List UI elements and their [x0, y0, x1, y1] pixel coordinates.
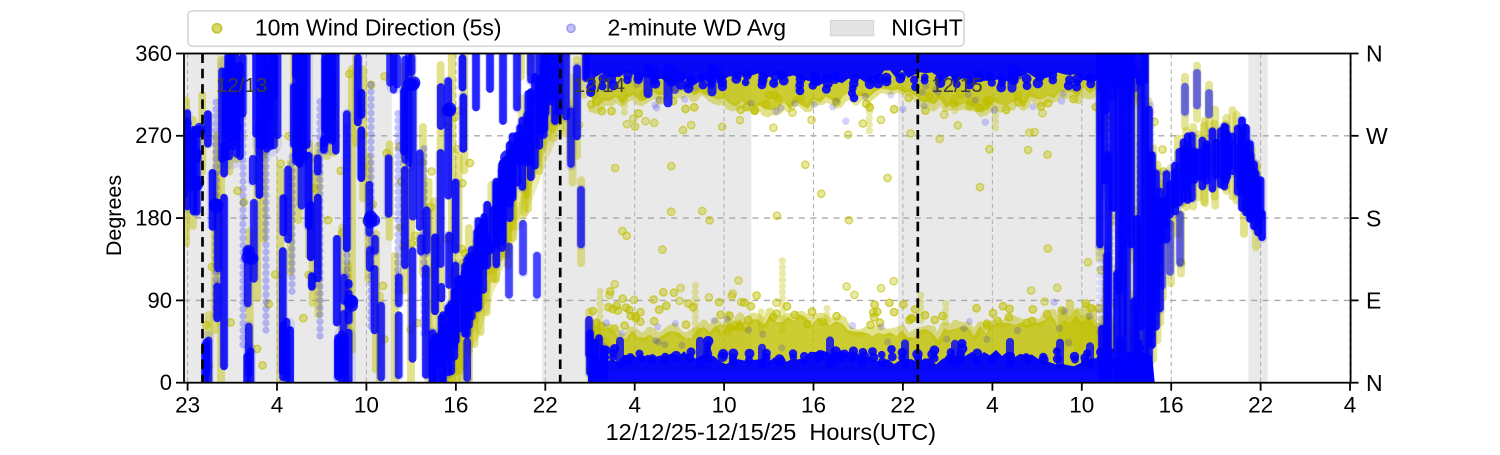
svg-text:0: 0 — [160, 370, 172, 395]
svg-text:23: 23 — [175, 392, 200, 417]
svg-text:N: N — [1366, 41, 1383, 67]
svg-text:4: 4 — [628, 392, 641, 417]
svg-text:22: 22 — [1248, 392, 1273, 417]
svg-text:4: 4 — [986, 392, 999, 417]
svg-text:360: 360 — [135, 41, 172, 66]
svg-text:180: 180 — [135, 206, 172, 231]
svg-text:4: 4 — [1344, 392, 1357, 417]
svg-text:10: 10 — [712, 392, 737, 417]
svg-text:16: 16 — [443, 392, 468, 417]
svg-text:12/15: 12/15 — [931, 74, 982, 97]
svg-text:12/12/25-12/15/25 Hours(UTC): 12/12/25-12/15/25 Hours(UTC) — [606, 419, 936, 445]
svg-text:10: 10 — [1069, 392, 1094, 417]
svg-text:4: 4 — [271, 392, 284, 417]
svg-text:90: 90 — [148, 288, 172, 313]
svg-text:270: 270 — [135, 123, 172, 148]
svg-text:N: N — [1366, 370, 1383, 396]
svg-text:Degrees: Degrees — [102, 175, 126, 256]
svg-text:2-minute WD Avg: 2-minute WD Avg — [608, 14, 787, 40]
svg-text:12/14: 12/14 — [574, 74, 625, 97]
svg-text:10: 10 — [354, 392, 379, 417]
svg-text:22: 22 — [533, 392, 558, 417]
svg-text:16: 16 — [801, 392, 826, 417]
svg-text:12/13: 12/13 — [216, 74, 267, 97]
svg-text:S: S — [1366, 205, 1381, 231]
svg-text:16: 16 — [1159, 392, 1184, 417]
svg-text:NIGHT: NIGHT — [891, 14, 963, 40]
svg-text:W: W — [1366, 123, 1388, 149]
svg-text:E: E — [1366, 288, 1381, 314]
svg-text:10m Wind Direction (5s): 10m Wind Direction (5s) — [255, 14, 502, 40]
svg-text:22: 22 — [890, 392, 915, 417]
